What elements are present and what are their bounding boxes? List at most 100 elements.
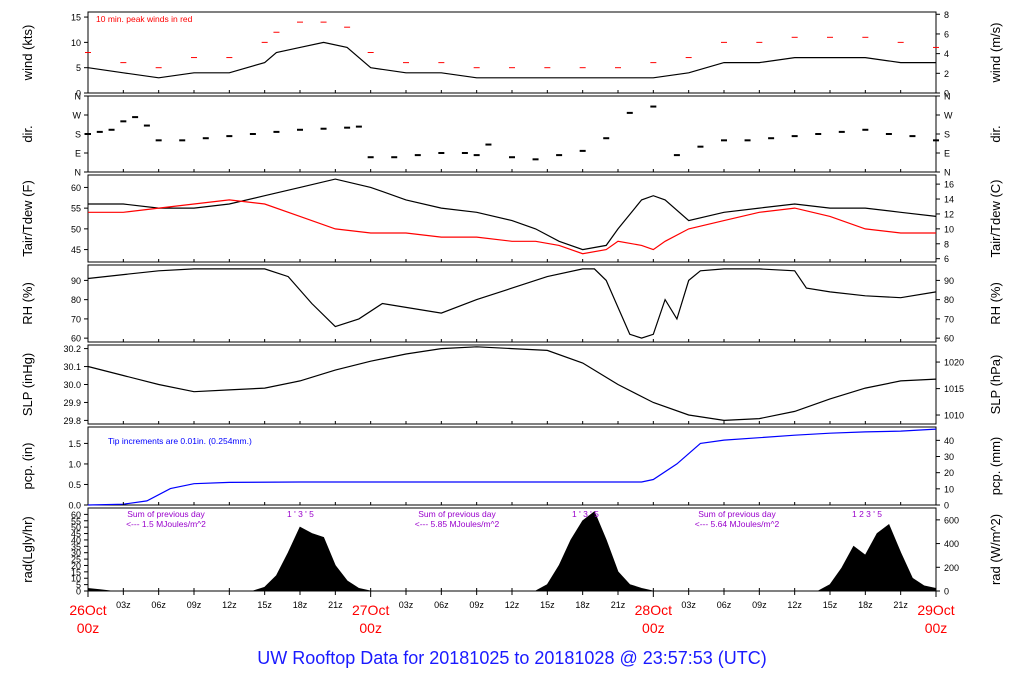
ytick-label-right-wind: 4 bbox=[944, 49, 949, 59]
ytick-label-right-rh: 90 bbox=[944, 276, 954, 286]
xtick-label: 09z bbox=[469, 600, 484, 610]
ytick-label-right-temp: 12 bbox=[944, 209, 954, 219]
xtick-label: 21z bbox=[611, 600, 626, 610]
dir-point bbox=[155, 139, 162, 142]
ytick-label-left-pcp: 0.0 bbox=[68, 501, 81, 511]
dir-point bbox=[744, 139, 751, 142]
ytick-label-right-slp: 1020 bbox=[944, 358, 964, 368]
series-slp-0 bbox=[87, 346, 937, 422]
series-temp-1 bbox=[88, 199, 936, 255]
dir-point bbox=[838, 130, 845, 133]
ytick-label-right-temp: 10 bbox=[944, 224, 954, 234]
dir-point bbox=[579, 149, 586, 152]
dir-point bbox=[249, 133, 256, 135]
xtick-label: 06z bbox=[434, 600, 449, 610]
dir-point bbox=[179, 139, 186, 142]
dir-point bbox=[320, 127, 327, 130]
dir-point bbox=[85, 133, 91, 135]
ytick-label-left-rad: 20 bbox=[71, 561, 81, 571]
ytick-label-right-rad: 200 bbox=[944, 563, 959, 573]
ytick-label-right-dir: S bbox=[944, 130, 950, 140]
dir-point bbox=[673, 154, 680, 157]
ytick-label-right-pcp: 0 bbox=[944, 501, 949, 511]
ytick-label-left-rh: 70 bbox=[71, 314, 81, 324]
rad-day-label: Sum of previous day bbox=[698, 509, 776, 519]
ylabel-right-temp: Tair/Tdew (C) bbox=[988, 179, 1003, 257]
xtick-label: 03z bbox=[399, 600, 414, 610]
ytick-label-left-wind: 5 bbox=[76, 63, 81, 73]
date-tick-hour: 00z bbox=[925, 620, 948, 636]
ytick-label-left-rad: 35 bbox=[71, 542, 81, 552]
ytick-label-right-rad: 0 bbox=[944, 587, 949, 597]
ylabel-right-slp: SLP (hPa) bbox=[988, 355, 1003, 415]
xtick-label: 21z bbox=[328, 600, 343, 610]
rad-hour-marks: 1 ' 3 ' 5 bbox=[287, 509, 314, 519]
panel-frame-temp bbox=[87, 174, 937, 263]
dir-point bbox=[650, 105, 657, 108]
ytick-label-left-dir: W bbox=[73, 111, 82, 121]
chart-title: UW Rooftop Data for 20181025 to 20181028… bbox=[257, 648, 767, 668]
series-pcp-0 bbox=[87, 428, 937, 506]
ytick-label-left-wind: 10 bbox=[71, 38, 81, 48]
ytick-label-left-rh: 60 bbox=[71, 334, 81, 344]
series-wind-0 bbox=[87, 41, 936, 79]
rad-day-label: Sum of previous day bbox=[418, 509, 496, 519]
ylabel-left-wind: wind (kts) bbox=[20, 25, 35, 82]
ytick-label-left-dir: S bbox=[75, 130, 81, 140]
dir-point bbox=[791, 135, 798, 138]
ytick-label-right-wind: 6 bbox=[944, 29, 949, 39]
rad-day-value: <--- 1.5 MJoules/m^2 bbox=[126, 519, 206, 529]
ytick-label-left-rad: 40 bbox=[71, 535, 81, 545]
date-tick-day: 27Oct bbox=[352, 602, 389, 618]
ytick-label-left-dir: E bbox=[75, 149, 81, 159]
ytick-label-left-temp: 50 bbox=[71, 224, 81, 234]
ytick-label-right-pcp: 10 bbox=[944, 484, 954, 494]
ylabel-right-pcp: pcp. (mm) bbox=[988, 437, 1003, 496]
dir-point bbox=[438, 152, 445, 154]
xtick-label: 09z bbox=[752, 600, 767, 610]
xtick-label: 15z bbox=[823, 600, 838, 610]
xtick-label: 18z bbox=[858, 600, 873, 610]
date-tick-hour: 00z bbox=[77, 620, 100, 636]
ytick-label-left-slp: 29.9 bbox=[63, 398, 81, 408]
ytick-label-left-slp: 30.1 bbox=[63, 362, 81, 372]
ytick-label-right-rh: 70 bbox=[944, 314, 954, 324]
xtick-label: 06z bbox=[717, 600, 732, 610]
ytick-label-right-rh: 80 bbox=[944, 295, 954, 305]
panel-frame-wind bbox=[87, 11, 937, 94]
xtick-label: 18z bbox=[575, 600, 590, 610]
dir-point bbox=[344, 126, 351, 129]
ytick-label-right-wind: 2 bbox=[944, 69, 949, 79]
rad-day-value: <--- 5.85 MJoules/m^2 bbox=[415, 519, 500, 529]
ytick-label-right-rad: 600 bbox=[944, 515, 959, 525]
dir-point bbox=[132, 116, 139, 119]
dir-point bbox=[414, 154, 421, 157]
xtick-label: 12z bbox=[505, 600, 520, 610]
dir-point bbox=[391, 156, 398, 159]
date-tick-day: 26Oct bbox=[69, 602, 106, 618]
rad-day-label: Sum of previous day bbox=[127, 509, 205, 519]
ytick-label-right-wind: 0 bbox=[944, 89, 949, 99]
ytick-label-right-rh: 60 bbox=[944, 334, 954, 344]
xtick-label: 09z bbox=[187, 600, 202, 610]
xtick-label: 12z bbox=[222, 600, 237, 610]
dir-point bbox=[509, 156, 515, 159]
ytick-label-left-rad: 60 bbox=[71, 510, 81, 520]
panel-frame-slp bbox=[87, 344, 937, 425]
ytick-label-right-pcp: 20 bbox=[944, 468, 954, 478]
ytick-label-left-rad: 25 bbox=[71, 555, 81, 565]
xtick-label: 18z bbox=[293, 600, 308, 610]
dir-point bbox=[768, 137, 775, 140]
ytick-label-left-slp: 29.8 bbox=[63, 416, 81, 426]
date-tick-day: 28Oct bbox=[635, 602, 672, 618]
dir-point bbox=[532, 158, 539, 161]
dir-point bbox=[355, 125, 362, 128]
ylabel-left-pcp: pcp. (in) bbox=[20, 443, 35, 490]
ytick-label-right-pcp: 40 bbox=[944, 436, 954, 446]
ytick-label-right-temp: 16 bbox=[944, 180, 954, 190]
ylabel-left-rad: rad(Lgly/hr) bbox=[20, 516, 35, 582]
xtick-label: 15z bbox=[257, 600, 272, 610]
date-tick-hour: 00z bbox=[359, 620, 382, 636]
panel-annotation-wind: 10 min. peak winds in red bbox=[96, 14, 193, 24]
